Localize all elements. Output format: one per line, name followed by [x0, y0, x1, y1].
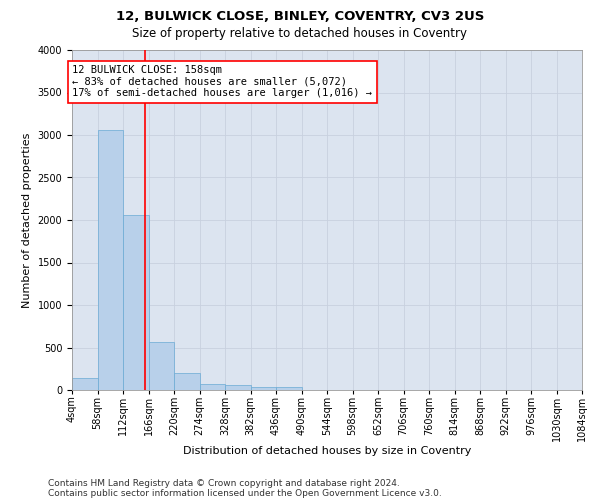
Text: Size of property relative to detached houses in Coventry: Size of property relative to detached ho…: [133, 28, 467, 40]
Bar: [251, 386, 276, 390]
Text: Contains HM Land Registry data © Crown copyright and database right 2024.: Contains HM Land Registry data © Crown c…: [48, 478, 400, 488]
Bar: [123, 215, 149, 390]
Y-axis label: Number of detached properties: Number of detached properties: [22, 132, 32, 308]
Bar: [225, 386, 251, 390]
Text: 12, BULWICK CLOSE, BINLEY, COVENTRY, CV3 2US: 12, BULWICK CLOSE, BINLEY, COVENTRY, CV3…: [116, 10, 484, 23]
Text: Contains public sector information licensed under the Open Government Licence v3: Contains public sector information licen…: [48, 488, 442, 498]
Bar: [174, 373, 199, 390]
Bar: [200, 384, 225, 390]
Bar: [276, 388, 302, 390]
Bar: [149, 342, 174, 390]
Text: 12 BULWICK CLOSE: 158sqm
← 83% of detached houses are smaller (5,072)
17% of sem: 12 BULWICK CLOSE: 158sqm ← 83% of detach…: [73, 66, 373, 98]
Bar: [97, 130, 123, 390]
X-axis label: Distribution of detached houses by size in Coventry: Distribution of detached houses by size …: [183, 446, 471, 456]
Bar: [72, 378, 97, 390]
